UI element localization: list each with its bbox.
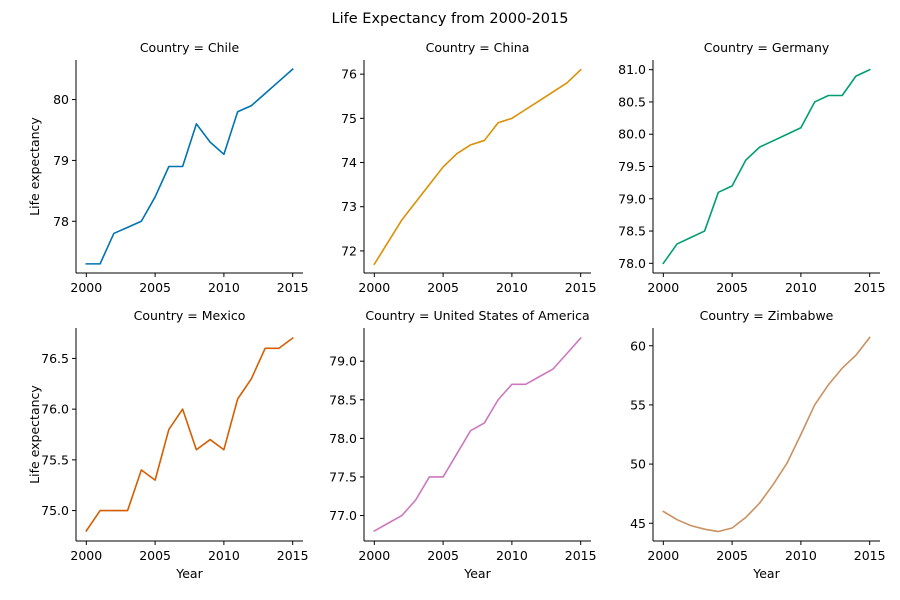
y-tick-label: 76.5	[41, 351, 69, 366]
x-tick-label: 2010	[496, 280, 528, 295]
y-tick-label: 75	[341, 111, 357, 126]
panel-title: Country = Germany	[704, 40, 830, 55]
y-tick-label: 79	[53, 153, 69, 168]
y-tick-label: 79.0	[329, 354, 357, 369]
x-tick-label: 2010	[785, 548, 817, 563]
x-tick-label: 2005	[716, 548, 748, 563]
x-tick-label: 2015	[854, 280, 886, 295]
x-axis-label: Year	[175, 566, 203, 581]
x-tick-label: 2005	[427, 548, 459, 563]
panel-2: Country = China 72 73 74 75 76 2000 2005 2010 201…	[341, 40, 596, 295]
x-tick-label: 2005	[716, 280, 748, 295]
y-tick-label: 45	[630, 516, 646, 531]
y-tick-label: 77.5	[329, 469, 357, 484]
y-tick-label: 78	[53, 214, 69, 229]
x-tick-label: 2015	[277, 280, 309, 295]
panel-title: Country = Chile	[140, 40, 240, 55]
x-tick-label: 2005	[427, 280, 459, 295]
y-tick-label: 73	[341, 199, 357, 214]
y-tick-label: 74	[341, 155, 357, 170]
series-line	[85, 337, 294, 532]
x-tick-label: 2000	[647, 280, 679, 295]
chart-title: Life Expectancy from 2000-2015	[332, 11, 569, 27]
series-line	[373, 336, 582, 533]
y-axis-label: Life expectancy	[27, 117, 42, 216]
panel-title: Country = Zimbabwe	[700, 308, 834, 323]
x-tick-label: 2005	[139, 548, 171, 563]
y-tick-label: 78.0	[329, 431, 357, 446]
x-tick-label: 2000	[647, 548, 679, 563]
series-line	[85, 68, 294, 265]
panel-4: Country = Mexico 75.0 75.5 76.0 76.5 2000 2005…	[27, 308, 309, 581]
x-axis-label: Year	[752, 566, 780, 581]
x-tick-label: 2000	[70, 280, 102, 295]
x-tick-label: 2005	[139, 280, 171, 295]
x-tick-label: 2000	[358, 548, 390, 563]
panel-6: Country = Zimbabwe 45 50 55 60 2000 2005 2010 20…	[630, 308, 885, 581]
y-tick-label: 76	[341, 67, 357, 82]
panel-3: Country = Germany 78.0 78.5 79.0 79.5 80.0 80.…	[618, 40, 885, 295]
y-tick-label: 79.0	[618, 191, 646, 206]
x-tick-label: 2015	[854, 548, 886, 563]
y-tick-label: 75.5	[41, 452, 69, 467]
series-line	[662, 68, 871, 265]
x-tick-label: 2000	[358, 280, 390, 295]
series-line	[662, 336, 871, 533]
y-tick-label: 81.0	[618, 62, 646, 77]
y-tick-label: 75.0	[41, 503, 69, 518]
x-tick-label: 2010	[496, 548, 528, 563]
y-tick-label: 78.5	[618, 224, 646, 239]
y-tick-label: 80.5	[618, 94, 646, 109]
y-tick-label: 50	[630, 457, 646, 472]
panel-title: Country = Mexico	[134, 308, 246, 323]
y-tick-label: 60	[630, 338, 646, 353]
x-tick-label: 2015	[565, 548, 597, 563]
y-tick-label: 80	[53, 92, 69, 107]
x-tick-label: 2010	[208, 280, 240, 295]
x-tick-label: 2010	[208, 548, 240, 563]
x-tick-label: 2015	[277, 548, 309, 563]
y-tick-label: 78.0	[618, 256, 646, 271]
y-tick-label: 78.5	[329, 392, 357, 407]
x-tick-label: 2000	[70, 548, 102, 563]
series-line	[373, 68, 582, 266]
x-axis-label: Year	[463, 566, 491, 581]
y-tick-label: 80.0	[618, 127, 646, 142]
x-tick-label: 2015	[565, 280, 597, 295]
y-tick-label: 76.0	[41, 402, 69, 417]
panel-5: Country = United States of America 77.0 77…	[329, 308, 596, 581]
x-tick-label: 2010	[785, 280, 817, 295]
y-tick-label: 79.5	[618, 159, 646, 174]
y-tick-label: 77.0	[329, 508, 357, 523]
y-tick-label: 72	[341, 243, 357, 258]
panel-title: Country = United States of America	[365, 308, 589, 323]
panel-title: Country = China	[426, 40, 530, 55]
panel-1: Country = Chile 78 79 80 2000 2005 2010 2015 Lif…	[27, 40, 309, 295]
y-axis-label: Life expectancy	[27, 385, 42, 484]
y-tick-label: 55	[630, 397, 646, 412]
